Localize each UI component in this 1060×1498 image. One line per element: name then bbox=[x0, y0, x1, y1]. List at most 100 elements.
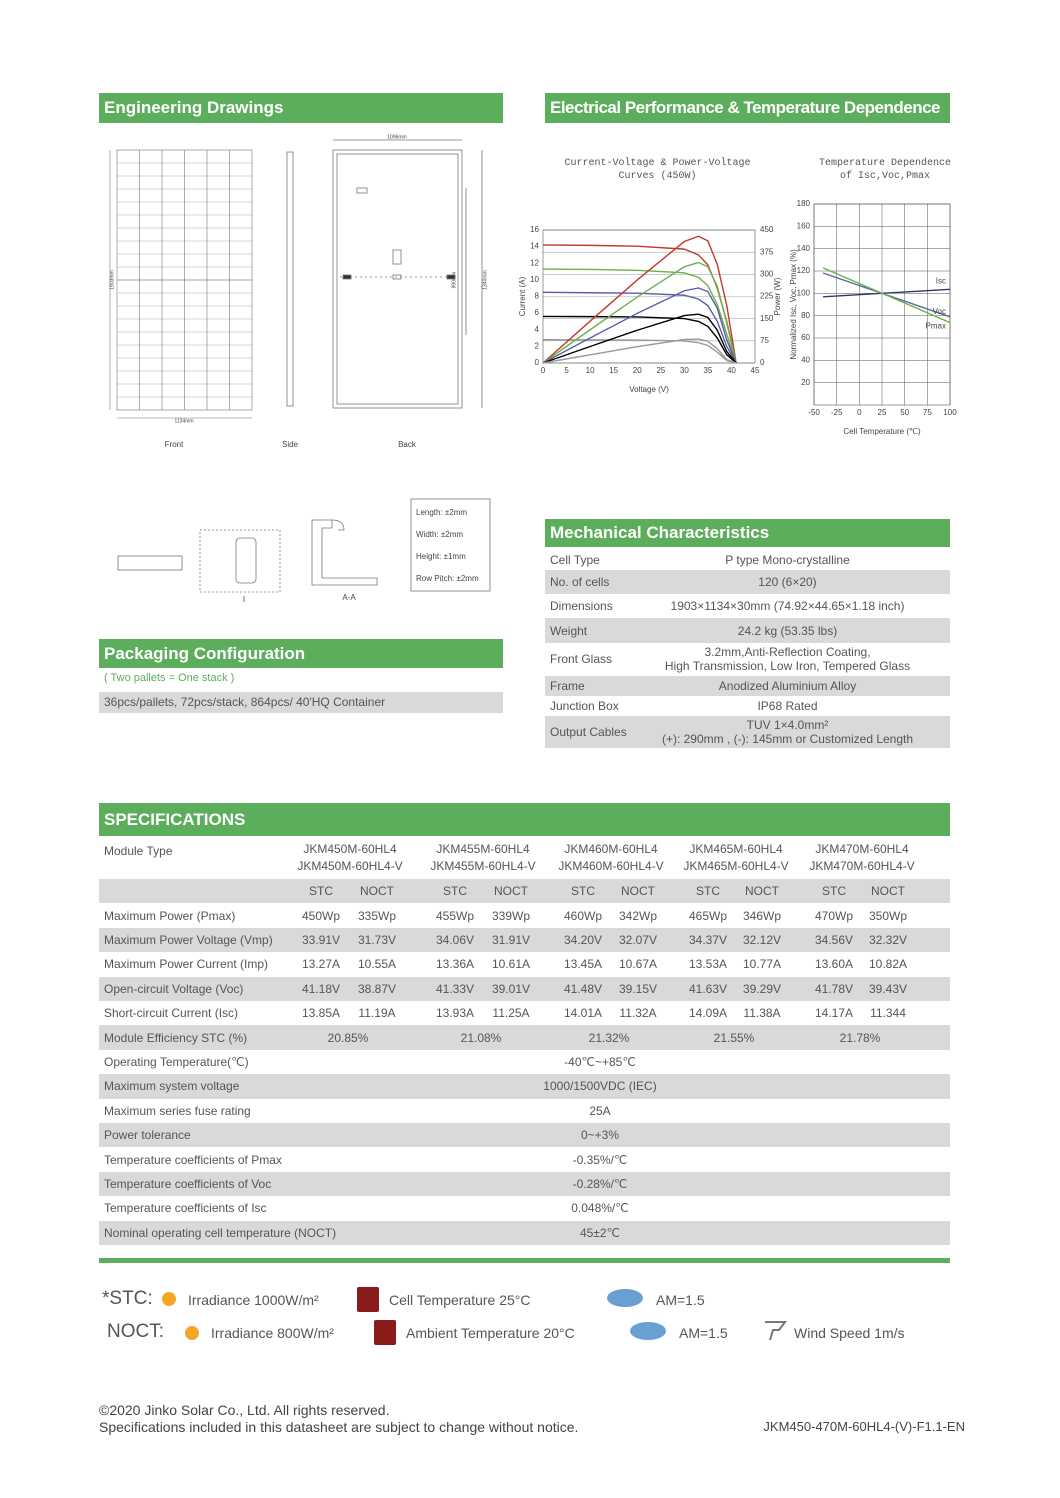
row-label: Nominal operating cell temperature (NOCT… bbox=[104, 1225, 337, 1240]
section-header: SPECIFICATIONS bbox=[99, 803, 950, 836]
row-label: Module Efficiency STC (%) bbox=[104, 1030, 248, 1045]
row-label: Open-circuit Voltage (Voc) bbox=[104, 981, 244, 996]
spec-value: 14.09A bbox=[688, 1006, 728, 1021]
spec-row: Short-circuit Current (Isc) 13.85A 11.19A 1… bbox=[99, 1001, 950, 1025]
y2-tick-label: 75 bbox=[760, 336, 769, 345]
divider bbox=[99, 1258, 950, 1263]
model-name: JKM455M-60HL4-V bbox=[430, 859, 536, 873]
row-label: Power tolerance bbox=[104, 1128, 191, 1143]
x-tick-label: 75 bbox=[923, 408, 932, 417]
side-view bbox=[286, 151, 294, 407]
spec-value: 13.27A bbox=[301, 957, 341, 972]
spec-value: 350Wp bbox=[868, 908, 908, 923]
y2-tick-label: 375 bbox=[760, 247, 774, 256]
spec-value: 13.93A bbox=[435, 1006, 475, 1021]
y-tick-label: 100 bbox=[797, 288, 811, 297]
spec-value: 465Wp bbox=[688, 908, 728, 923]
spec-value: 13.36A bbox=[435, 957, 475, 972]
condition-item: Irradiance 800W/m² bbox=[211, 1325, 334, 1341]
spec-value: 39.43V bbox=[868, 981, 908, 996]
y-axis-label: Normalized Isc, Voc, Pmax (%) bbox=[789, 249, 798, 360]
row-label: Front Glass bbox=[550, 651, 613, 666]
spec-value: 25A bbox=[589, 1103, 611, 1118]
plot-frame bbox=[542, 229, 756, 364]
spec-value: 14.01A bbox=[563, 1006, 603, 1021]
section-header: Electrical Performance & Temperature Dep… bbox=[545, 93, 950, 123]
spec-value: 21.55% bbox=[713, 1030, 755, 1045]
dimension-label: 1903mm bbox=[109, 270, 115, 289]
x-tick-label: 100 bbox=[943, 408, 957, 417]
spec-value: 346Wp bbox=[742, 908, 782, 923]
spec-value: 14.17A bbox=[814, 1006, 854, 1021]
y2-tick-label: 225 bbox=[760, 292, 774, 301]
section-header: Packaging Configuration bbox=[99, 639, 503, 668]
series-label: Pmax bbox=[926, 322, 946, 331]
model-name: JKM465M-60HL4 bbox=[689, 842, 783, 856]
plot-frame bbox=[813, 203, 951, 406]
spec-value: 21.08% bbox=[460, 1030, 502, 1045]
spec-row: Temperature coefficients of Pmax -0.35%/℃ bbox=[99, 1147, 950, 1171]
series-line bbox=[542, 268, 737, 364]
mechanical-row: Weight 24.2 kg (53.35 lbs) bbox=[545, 618, 950, 643]
dimension-label: 990mm bbox=[451, 272, 457, 289]
row-label: Maximum series fuse rating bbox=[104, 1103, 251, 1118]
y-tick-label: 140 bbox=[797, 244, 811, 253]
row-label: Output Cables bbox=[550, 725, 627, 739]
front-view bbox=[109, 149, 253, 419]
x-tick-label: 50 bbox=[900, 408, 909, 417]
spec-value: -0.35%/℃ bbox=[572, 1152, 628, 1167]
spec-row: Nominal operating cell temperature (NOCT… bbox=[99, 1220, 950, 1245]
x-tick-label: -50 bbox=[808, 408, 820, 417]
y-tick-label: 160 bbox=[797, 221, 811, 230]
model-name: JKM470M-60HL4-V bbox=[809, 859, 915, 873]
row-label: Cell Type bbox=[550, 553, 600, 567]
spec-value: 21.32% bbox=[588, 1030, 630, 1045]
spec-value: 38.87V bbox=[357, 981, 397, 996]
spec-value: 34.56V bbox=[814, 932, 854, 947]
condition-header: STC bbox=[309, 884, 333, 899]
spec-value: 41.18V bbox=[301, 981, 341, 996]
document-code: JKM450-470M-60HL4-(V)-F1.1-EN bbox=[763, 1419, 965, 1434]
back-view bbox=[332, 139, 483, 409]
condition-item: Cell Temperature 25°C bbox=[389, 1292, 531, 1308]
model-name: JKM460M-60HL4-V bbox=[558, 859, 664, 873]
condition-header: NOCT bbox=[360, 884, 394, 899]
stc-label: *STC: bbox=[102, 1288, 153, 1309]
x-tick-label: 35 bbox=[703, 366, 712, 375]
spec-value: 39.29V bbox=[742, 981, 782, 996]
condition-header: STC bbox=[443, 884, 467, 899]
spec-value: 0.048%/℃ bbox=[571, 1201, 629, 1216]
y-tick-label: 40 bbox=[801, 355, 810, 364]
row-label: Maximum Power Current (Imp) bbox=[104, 957, 269, 972]
x-tick-label: 10 bbox=[586, 366, 595, 375]
spec-value: 39.15V bbox=[618, 981, 658, 996]
y2-axis-label: Power (W) bbox=[773, 277, 782, 315]
packaging-text: 36pcs/pallets, 72pcs/stack, 864pcs/ 40'H… bbox=[104, 695, 386, 709]
condition-header: NOCT bbox=[871, 884, 905, 899]
chart-title: Temperature Dependence of Isc,Voc,Pmax bbox=[818, 158, 952, 182]
mechanical-row: Frame Anodized Aluminium Alloy bbox=[545, 676, 950, 696]
spec-value: 10.55A bbox=[357, 957, 397, 972]
x-tick-label: 0 bbox=[541, 366, 546, 375]
y-tick-label: 16 bbox=[530, 225, 539, 234]
row-label: Short-circuit Current (Isc) bbox=[104, 1006, 239, 1021]
spec-value: 10.77A bbox=[742, 957, 782, 972]
series-label: Isc bbox=[936, 276, 946, 285]
mechanical-row: No. of cells 120 (6×20) bbox=[545, 570, 950, 594]
y-tick-label: 4 bbox=[535, 325, 540, 334]
section-label: A-A bbox=[342, 593, 356, 602]
copyright: ©2020 Jinko Solar Co., Ltd. All rights r… bbox=[99, 1402, 390, 1418]
row-value: 24.2 kg (53.35 lbs) bbox=[737, 623, 838, 638]
y-tick-label: 60 bbox=[801, 333, 810, 342]
spec-value: 41.33V bbox=[435, 981, 475, 996]
spec-value: 10.67A bbox=[618, 957, 658, 972]
spec-value: 32.32V bbox=[868, 932, 908, 947]
condition-header: STC bbox=[822, 884, 846, 899]
spec-value: 34.37V bbox=[688, 932, 728, 947]
model-name: JKM450M-60HL4 bbox=[303, 842, 397, 856]
spec-value: 31.91V bbox=[491, 932, 531, 947]
model-name: JKM450M-60HL4-V bbox=[297, 859, 403, 873]
spec-value: 335Wp bbox=[357, 908, 397, 923]
spec-value: 11.25A bbox=[492, 1006, 530, 1021]
